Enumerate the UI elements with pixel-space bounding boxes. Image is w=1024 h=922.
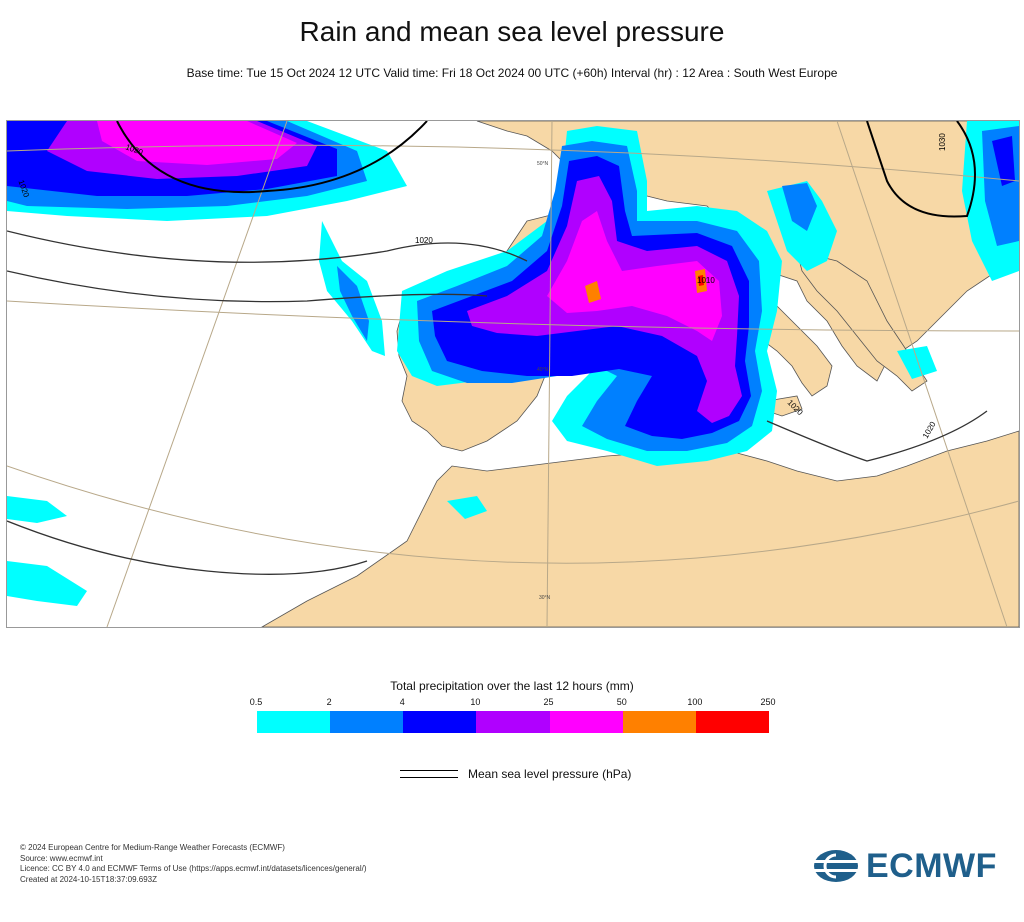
- chart-title: Rain and mean sea level pressure: [299, 16, 725, 47]
- legend-tick-label: 50: [616, 697, 627, 707]
- precip-biscay-blue: [337, 266, 369, 341]
- precip-med-orange-1: [585, 281, 601, 303]
- precip-greece-cyan: [897, 346, 937, 379]
- isobar-label-1: 1020: [415, 236, 433, 245]
- precip-med-magenta: [547, 211, 722, 341]
- graticule-labels: 50°N 40°N 30°N: [537, 161, 551, 601]
- legend-ticks: 0.5 2 4 10 25 50 100 250: [250, 697, 776, 709]
- isobar-3: [116, 121, 428, 194]
- pressure-legend-line-2: [400, 777, 458, 778]
- grid-label-2: 40°N: [537, 367, 549, 373]
- legend-swatch: [476, 711, 550, 733]
- chart-subtitle: Base time: Tue 15 Oct 2024 12 UTC Valid …: [186, 66, 838, 80]
- ecmwf-logo-text: ECMWF: [866, 846, 997, 885]
- ecmwf-logo-icon: [814, 850, 858, 882]
- legend-tick-label: 100: [687, 697, 703, 707]
- pressure-legend-line-1: [400, 770, 458, 771]
- ecmwf-logo: ECMWF: [812, 846, 1008, 886]
- legend-swatch: [257, 711, 331, 733]
- isobar-label-5: 1030: [938, 133, 947, 151]
- isobar-label-3: 1020: [921, 420, 938, 440]
- legend-tick-label: 25: [543, 697, 554, 707]
- legend-tick-label: 4: [399, 697, 405, 707]
- precip-ne-darkblue: [992, 136, 1015, 186]
- credit-line: © 2024 European Centre for Medium-Range …: [20, 843, 285, 852]
- graticule-lon-2: [546, 121, 553, 627]
- precip-africa-cyan: [447, 496, 487, 519]
- isobar-4: [7, 520, 368, 575]
- legend-tick-label: 250: [760, 697, 776, 707]
- graticule-lon-3: [836, 121, 1008, 627]
- credits: © 2024 European Centre for Medium-Range …: [20, 843, 367, 885]
- graticule-lat-3: [7, 465, 1019, 564]
- legend-swatch: [549, 711, 623, 733]
- isobar-6: [866, 121, 976, 218]
- map-svg: 1020 1020 1020 1020 1030 1020 1010 50°N …: [7, 121, 1019, 627]
- legend-swatch: [622, 711, 696, 733]
- isobar-2: [7, 270, 488, 303]
- weather-map: 1020 1020 1020 1020 1030 1020 1010 50°N …: [6, 120, 1020, 628]
- credit-line: Source: www.ecmwf.int: [20, 853, 103, 863]
- precip-sw-cyan: [7, 561, 87, 606]
- precip-w-cyan: [7, 496, 67, 523]
- credit-line: Licence: CC BY 4.0 and ECMWF Terms of Us…: [20, 864, 367, 873]
- graticule: [7, 121, 1019, 627]
- isobar-1: [7, 230, 528, 263]
- precip-med-red: [698, 275, 704, 286]
- legend-colorbar: [256, 710, 770, 734]
- precip-adriatic-blue: [782, 183, 817, 231]
- isobars: [7, 121, 988, 575]
- legend-tick-label: 0.5: [249, 697, 263, 707]
- legend-swatch: [403, 711, 477, 733]
- grid-label-3: 30°N: [539, 595, 551, 601]
- land-balkans: [796, 250, 928, 392]
- credit-line: Created at 2024-10-15T18:37:09.693Z: [20, 874, 157, 884]
- pressure-legend-label: Mean sea level pressure (hPa): [468, 767, 632, 781]
- precip-atlantic-magenta: [97, 121, 297, 165]
- graticule-lat-1: [7, 144, 1019, 182]
- legend-swatch: [330, 711, 404, 733]
- grid-label-1: 50°N: [537, 161, 549, 167]
- precip-layer: [7, 121, 1019, 606]
- legend-swatch: [695, 711, 769, 733]
- pressure-legend: Mean sea level pressure (hPa): [398, 766, 658, 786]
- legend-tick-label: 2: [326, 697, 332, 707]
- isobar-label-7: 1010: [697, 276, 715, 285]
- legend-title: Total precipitation over the last 12 hou…: [390, 679, 634, 693]
- graticule-lat-2: [7, 300, 1019, 332]
- isobar-5: [766, 410, 988, 462]
- legend-tick-label: 10: [470, 697, 481, 707]
- graticule-lon-1: [106, 121, 288, 627]
